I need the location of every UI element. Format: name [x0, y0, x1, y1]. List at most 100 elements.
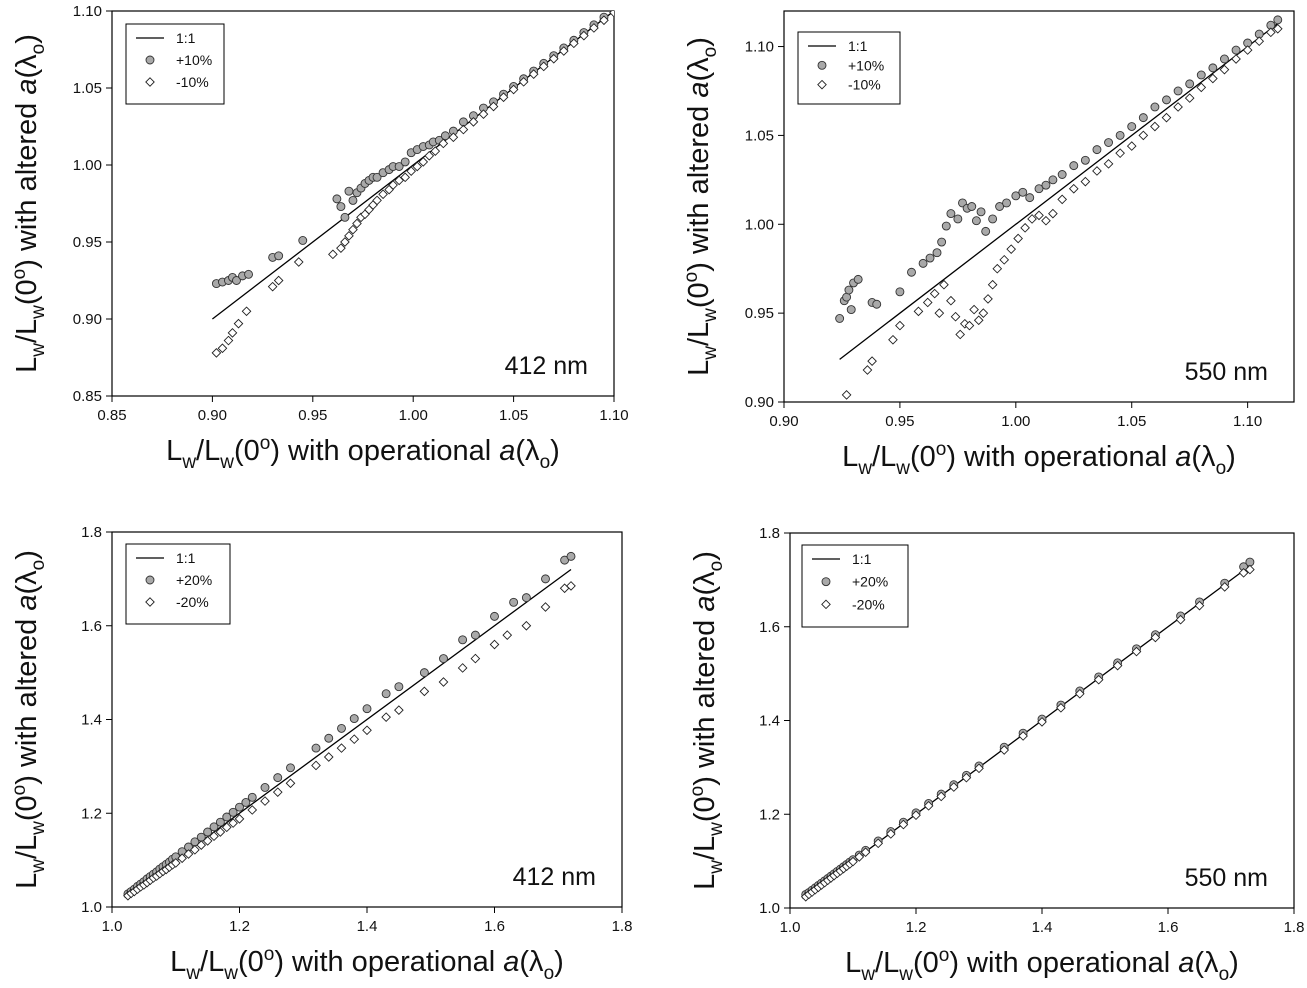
data-point-minus — [488, 101, 499, 112]
data-point-minus — [964, 320, 975, 331]
data-point-plus — [286, 763, 295, 773]
data-point-minus — [1048, 208, 1058, 219]
data-point-plus — [1011, 191, 1021, 201]
data-point-plus — [844, 285, 854, 295]
data-layer — [123, 551, 576, 901]
data-point-minus — [558, 46, 569, 56]
data-point-minus — [438, 677, 449, 687]
data-point-plus — [541, 574, 550, 584]
data-point-plus — [509, 597, 519, 607]
data-point-plus — [932, 248, 942, 258]
data-point-minus — [860, 847, 871, 858]
data-point-minus — [293, 257, 304, 267]
y-tick-label: 0.85 — [73, 388, 102, 405]
data-point-plus — [273, 773, 283, 783]
data-point-plus — [228, 807, 238, 817]
x-tick-label: 0.85 — [97, 407, 126, 424]
data-point-plus — [1018, 187, 1028, 197]
data-point-plus — [332, 194, 342, 204]
data-point-minus — [223, 335, 234, 346]
data-point-minus — [1057, 194, 1068, 205]
data-point-plus — [941, 221, 951, 231]
wavelength-label: 550 nm — [1185, 358, 1268, 386]
x-axis-title: Lw/Lw(0o) with operational a(λo) — [170, 944, 564, 984]
data-point-minus — [950, 311, 961, 322]
data-point-plus — [946, 209, 956, 219]
data-point-plus — [907, 267, 916, 277]
data-point-minus — [227, 328, 238, 338]
y-tick-label: 1.2 — [759, 806, 780, 823]
data-point-minus — [898, 819, 909, 830]
data-point-minus — [215, 827, 226, 837]
data-point-minus — [848, 856, 858, 867]
data-point-minus — [999, 254, 1010, 265]
data-point-minus — [589, 23, 599, 33]
x-tick-label: 1.6 — [1158, 919, 1179, 936]
data-point-minus — [344, 231, 354, 241]
plot-frame — [111, 10, 615, 397]
data-point-minus — [328, 249, 338, 260]
data-point-plus — [400, 157, 410, 167]
legend-marker — [821, 599, 831, 610]
data-point-minus — [209, 831, 219, 842]
legend: 1:1 +10% -10% — [797, 31, 901, 105]
data-point-minus — [1018, 731, 1028, 741]
data-point-minus — [1027, 214, 1037, 224]
data-point-minus — [841, 390, 852, 400]
data-point-plus — [1048, 175, 1058, 185]
data-point-plus — [372, 172, 382, 182]
y-tick-label: 1.4 — [759, 713, 780, 730]
data-point-minus — [196, 840, 207, 850]
data-point-minus — [381, 712, 391, 722]
data-point-minus — [518, 77, 529, 87]
x-tick-label: 0.90 — [769, 413, 798, 430]
y-tick-label: 1.6 — [759, 619, 780, 636]
y-tick-label: 1.8 — [759, 525, 780, 542]
data-point-minus — [419, 686, 430, 697]
data-point-plus — [981, 226, 991, 236]
x-tick-label: 1.2 — [229, 918, 250, 935]
data-point-plus — [324, 733, 334, 743]
data-point-minus — [885, 829, 896, 839]
y-tick-label: 1.4 — [81, 712, 102, 729]
data-point-plus — [1034, 184, 1044, 194]
data-point-plus — [235, 802, 244, 812]
data-point-plus — [1069, 161, 1079, 171]
data-point-minus — [1080, 176, 1091, 187]
data-point-plus — [490, 611, 499, 621]
data-point-minus — [241, 306, 252, 317]
data-point-plus — [458, 635, 468, 645]
data-point-plus — [222, 812, 232, 822]
y-tick-label: 1.0 — [759, 900, 780, 917]
data-point-minus — [170, 858, 181, 868]
data-point-plus — [988, 214, 998, 224]
data-point-minus — [267, 281, 278, 292]
x-tick-label: 1.6 — [484, 918, 505, 935]
data-point-minus — [1161, 112, 1172, 123]
data-point-plus — [853, 274, 863, 284]
data-point-minus — [406, 166, 417, 176]
data-point-minus — [1037, 717, 1047, 727]
data-point-plus — [311, 743, 321, 753]
data-point-plus — [1185, 79, 1195, 89]
data-point-plus — [895, 287, 905, 297]
data-point-minus — [1115, 148, 1125, 159]
data-point-minus — [1034, 210, 1044, 221]
data-point-minus — [1173, 102, 1183, 112]
data-point-minus — [217, 343, 228, 354]
data-point-minus — [508, 84, 519, 95]
x-tick-label: 0.90 — [198, 407, 227, 424]
data-point-minus — [521, 620, 532, 631]
data-point-minus — [946, 295, 956, 306]
x-tick-label: 0.95 — [885, 413, 914, 430]
data-point-minus — [1272, 23, 1283, 34]
data-point-minus — [1254, 36, 1265, 47]
data-point-plus — [1173, 86, 1183, 96]
data-point-minus — [1103, 159, 1114, 169]
y-tick-label: 0.90 — [73, 311, 102, 328]
x-tick-label: 1.10 — [599, 407, 628, 424]
data-point-plus — [344, 186, 354, 196]
data-point-minus — [349, 734, 360, 745]
data-point-plus — [336, 202, 346, 212]
data-point-plus — [835, 314, 845, 323]
